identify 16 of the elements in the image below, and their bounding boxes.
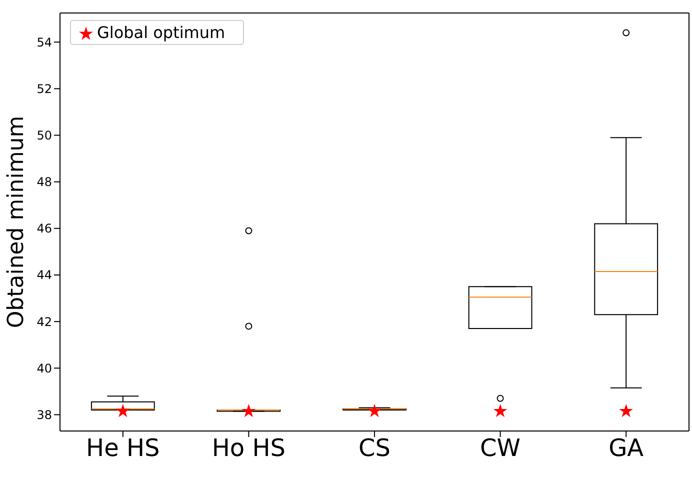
x-tick-label: He HS [86,434,160,462]
y-tick-label: 46 [36,222,52,236]
legend-label: Global optimum [97,23,226,42]
y-tick-label: 42 [36,314,52,329]
x-tick-label: CW [480,434,521,462]
y-tick-label: 48 [36,175,52,190]
y-tick-label: 38 [36,408,52,422]
y-tick-label: 44 [36,268,52,282]
y-tick-label: 54 [36,35,52,50]
x-tick-label: CS [358,434,390,462]
x-tick-label: GA [608,434,644,462]
y-tick-label: 52 [36,82,52,96]
y-tick-label: 50 [36,128,52,143]
y-tick-label: 40 [36,361,52,376]
x-tick-label: Ho HS [212,434,286,462]
y-axis-title: Obtained minimum [4,116,29,328]
